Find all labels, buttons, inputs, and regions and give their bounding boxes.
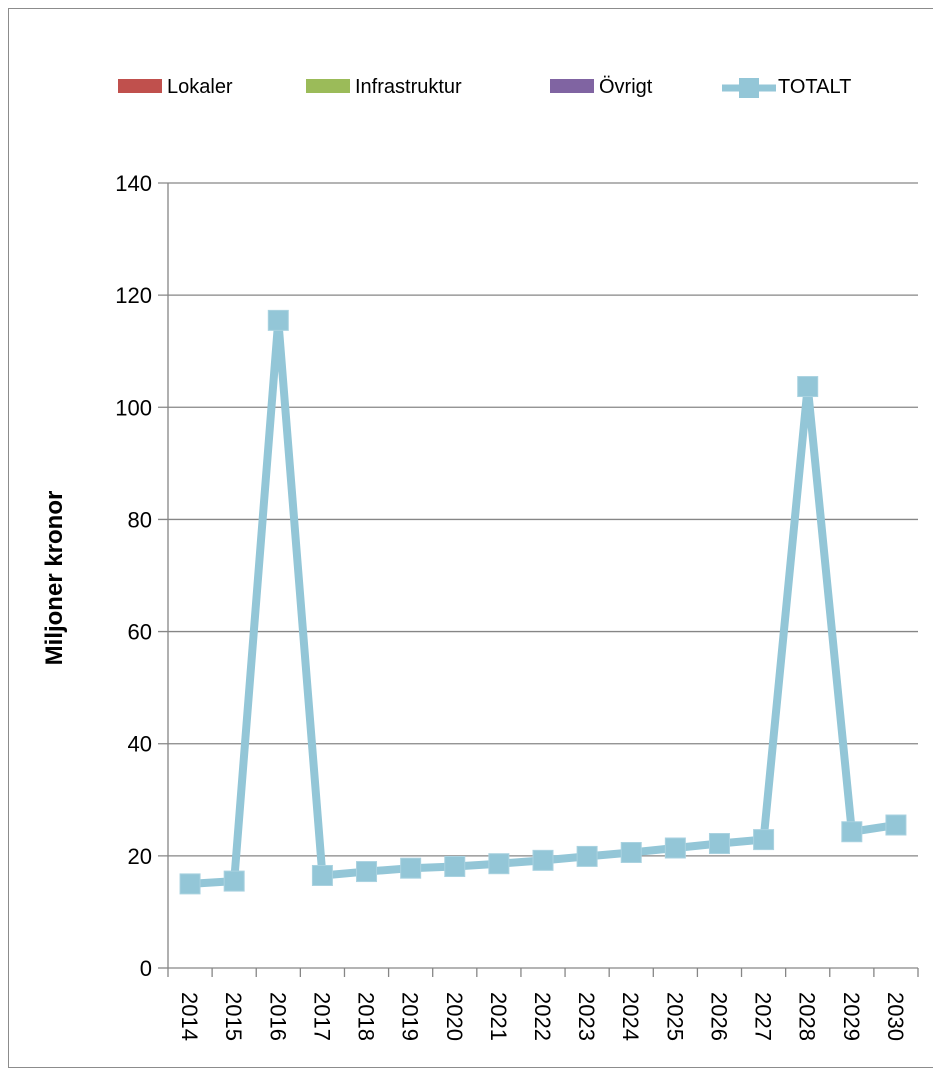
x-tick-label: 2022: [530, 992, 555, 1041]
x-tick-label: 2030: [883, 992, 908, 1041]
data-point: [797, 376, 819, 398]
legend: Lokaler Infrastruktur Övrigt TOTALT: [118, 76, 851, 98]
x-tick-label: 2024: [618, 992, 643, 1041]
data-point: [311, 864, 333, 886]
data-point: [400, 857, 422, 879]
legend-label: Infrastruktur: [355, 76, 462, 98]
x-tick-label: 2029: [839, 992, 864, 1041]
series-line-totalt: [189, 316, 897, 888]
x-tick-label: 2017: [309, 992, 334, 1041]
data-point: [708, 833, 730, 855]
legend-swatch: [306, 79, 350, 93]
y-tick-label: 80: [128, 507, 152, 532]
legend-swatch: [550, 79, 594, 93]
x-tick-label: 2014: [177, 992, 202, 1041]
chart-frame: [8, 8, 933, 1068]
data-point: [179, 873, 201, 895]
data-point: [753, 829, 775, 851]
y-axis-ticks: 0 20 40 60 80 100 120 140: [115, 171, 152, 981]
axes: [167, 183, 919, 977]
series-layer: [179, 309, 907, 895]
data-point: [444, 856, 466, 878]
data-point: [664, 837, 686, 859]
y-axis-title: Miljoner kronor: [41, 491, 68, 666]
x-axis-ticks: 2014 2015 2016 2017 2018 2019 2020 2021 2022 2023…: [177, 992, 908, 1041]
y-tick-label: 100: [115, 395, 152, 420]
y-tick-label: 60: [128, 620, 152, 645]
x-tick-label: 2027: [751, 992, 776, 1041]
x-tick-label: 2015: [221, 992, 246, 1041]
x-tick-label: 2019: [398, 992, 423, 1041]
legend-label: Lokaler: [167, 76, 233, 98]
legend-label: TOTALT: [778, 76, 851, 98]
x-tick-label: 2023: [574, 992, 599, 1041]
x-tick-label: 2028: [795, 992, 820, 1041]
data-point: [356, 861, 378, 883]
y-tick-label: 140: [115, 171, 152, 196]
legend-swatch: [118, 79, 162, 93]
y-tick-label: 20: [128, 844, 152, 869]
data-point: [576, 845, 598, 867]
x-tick-label: 2016: [265, 992, 290, 1041]
x-tick-label: 2020: [442, 992, 467, 1041]
data-point: [223, 870, 245, 892]
x-tick-label: 2018: [354, 992, 379, 1041]
data-point: [532, 849, 554, 871]
x-tick-label: 2021: [486, 992, 511, 1041]
y-tick-label: 120: [115, 283, 152, 308]
x-tick-label: 2026: [706, 992, 731, 1041]
data-point: [620, 841, 642, 863]
legend-swatch-marker: [739, 78, 759, 98]
x-tick-label: 2025: [662, 992, 687, 1041]
legend-label: Övrigt: [599, 76, 653, 98]
y-tick-label: 0: [140, 956, 152, 981]
data-point: [267, 309, 289, 331]
data-point: [885, 814, 907, 836]
y-tick-label: 40: [128, 732, 152, 757]
data-point: [488, 853, 510, 875]
data-point: [841, 821, 863, 843]
